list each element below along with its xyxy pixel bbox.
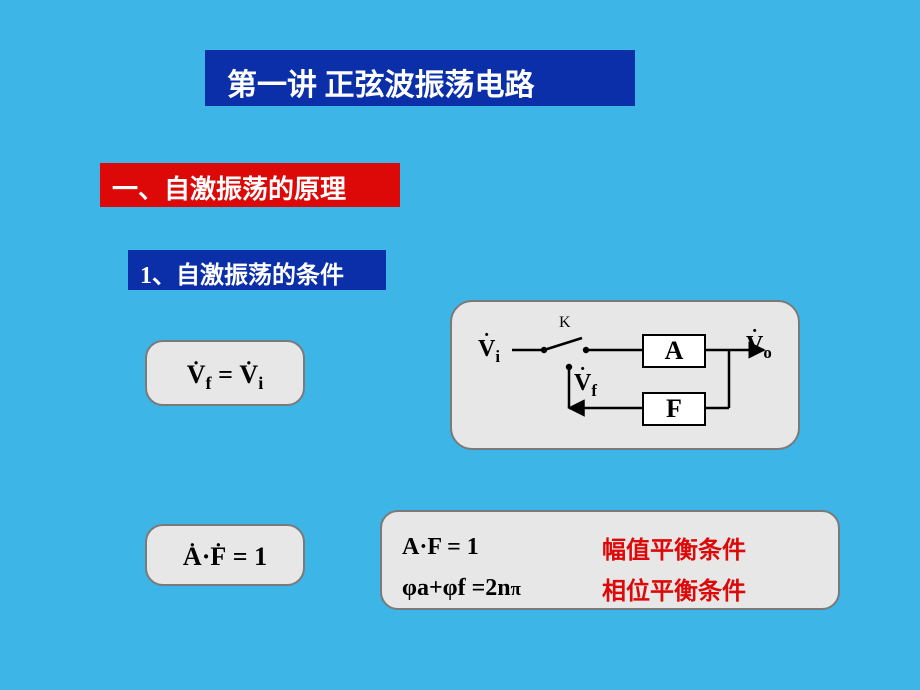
subsection-heading-text: 1、自激振荡的条件 — [140, 263, 344, 289]
amplitude-condition-row: A·F = 1 幅值平衡条件 — [402, 530, 818, 565]
slide: 第一讲 正弦波振荡电路 一、自激振荡的原理 1、自激振荡的条件 · V f = … — [0, 0, 920, 690]
amplitude-condition-eq: A·F = 1 — [402, 534, 602, 561]
feedback-f-box: F — [642, 392, 706, 426]
vf-label: ·Vf — [574, 370, 597, 401]
vf-sub: f — [206, 373, 212, 393]
equation-af-eq-1: · A · · F = 1 — [145, 524, 305, 586]
lecture-title: 第一讲 正弦波振荡电路 — [205, 50, 635, 106]
vo-label: ·Vo — [746, 332, 772, 363]
lecture-title-text: 第一讲 正弦波振荡电路 — [227, 69, 535, 102]
eq2-eq: = 1 — [226, 542, 267, 571]
section-heading: 一、自激振荡的原理 — [100, 163, 400, 207]
vi-label: ·Vi — [478, 336, 500, 367]
phase-condition-label: 相位平衡条件 — [602, 571, 746, 606]
diagram-wires — [474, 320, 774, 440]
feedback-f-label: F — [666, 394, 682, 424]
switch-k-label: K — [559, 314, 571, 332]
amplifier-a-box: A — [642, 334, 706, 368]
amplifier-a-label: A — [665, 336, 684, 366]
vi-phasor: · V — [239, 356, 258, 394]
vi-sub: i — [258, 373, 263, 393]
vf-phasor: · V — [187, 356, 206, 394]
f-phasor: · F — [210, 540, 226, 574]
phase-condition-row: φa+φf =2nπ 相位平衡条件 — [402, 571, 818, 606]
section-heading-text: 一、自激振荡的原理 — [112, 175, 346, 204]
feedback-diagram-card: A F K ·Vi ·Vf ·Vo — [450, 300, 800, 450]
balance-conditions-card: A·F = 1 幅值平衡条件 φa+φf =2nπ 相位平衡条件 — [380, 510, 840, 610]
eq1-eq: = — [218, 360, 239, 389]
subsection-heading: 1、自激振荡的条件 — [128, 250, 386, 290]
feedback-diagram: A F K ·Vi ·Vf ·Vo — [474, 320, 774, 440]
phase-condition-eq: φa+φf =2nπ — [402, 575, 602, 602]
amplitude-condition-label: 幅值平衡条件 — [602, 530, 746, 565]
equation-vf-eq-vi: · V f = · V i — [145, 340, 305, 406]
a-phasor: · A — [183, 540, 202, 574]
